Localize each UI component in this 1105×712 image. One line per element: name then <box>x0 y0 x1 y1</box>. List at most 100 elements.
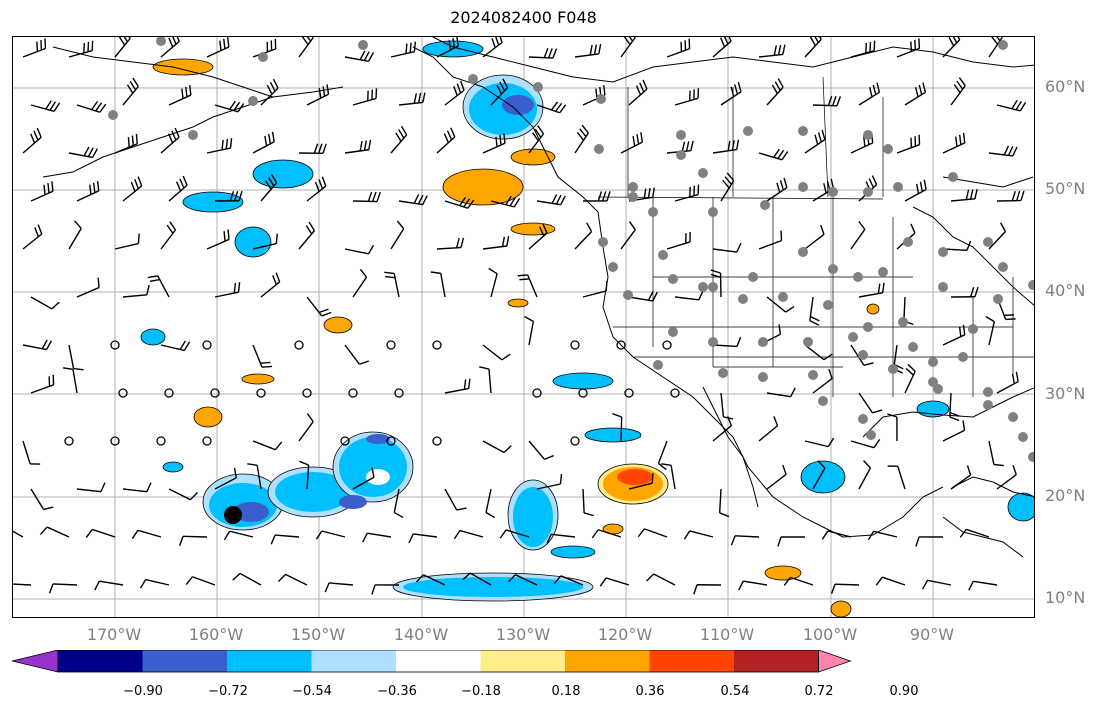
wind-barb-flag <box>555 194 562 205</box>
wind-barb-flag <box>149 278 160 283</box>
wind-barb-flag <box>501 353 511 361</box>
wind-barb-flag <box>658 462 667 471</box>
wind-barb <box>560 575 584 586</box>
wind-barb-flag <box>363 51 370 61</box>
station-marker <box>818 396 828 406</box>
colorbar-tick-label: −0.72 <box>208 684 248 699</box>
wind-barb-flag <box>991 37 999 45</box>
wind-barb-flag <box>1020 190 1025 201</box>
wind-barb <box>13 583 32 586</box>
wind-barb-flag <box>534 128 542 138</box>
wind-barb <box>488 369 492 394</box>
wind-barb-flag <box>958 134 962 145</box>
wind-barb-flag <box>318 179 324 190</box>
wind-barb-flag <box>1016 190 1021 201</box>
colorbar-tick-label: −0.90 <box>123 684 163 699</box>
wind-barb-flag <box>417 194 424 205</box>
station-marker <box>653 360 663 370</box>
wind-barb-flag <box>137 233 140 244</box>
wind-barb <box>827 530 852 538</box>
wind-barb-flag <box>97 277 100 288</box>
wind-barb-flag <box>395 132 402 142</box>
wind-barb <box>168 488 191 501</box>
wind-barb-flag <box>39 526 48 535</box>
wind-barb-flag <box>636 134 640 145</box>
wind-barb <box>422 574 446 586</box>
wind-barb-flag <box>455 237 460 248</box>
wind-barb-flag <box>867 530 875 541</box>
wind-barb-flag <box>560 195 566 206</box>
colorbar-outline <box>57 650 819 673</box>
coastline <box>942 176 1034 188</box>
wind-barb <box>766 392 791 398</box>
anomaly-region <box>193 406 223 428</box>
wind-barb-flag <box>809 37 817 47</box>
wind-barb <box>76 286 100 298</box>
wind-barb-flag <box>267 133 272 144</box>
wind-barb-flag <box>605 280 608 292</box>
wind-barb-flag <box>234 191 239 202</box>
wind-barb-flag <box>505 195 512 206</box>
state-border <box>822 76 829 198</box>
wind-barb-flag <box>782 464 787 475</box>
calm-wind-marker <box>348 388 358 398</box>
wind-barb-flag <box>501 236 506 247</box>
station-marker <box>998 262 1008 272</box>
wind-barb <box>145 578 170 586</box>
colorbar-tick-label: 0.90 <box>889 684 919 699</box>
wind-barb-flag <box>100 482 106 493</box>
wind-barb-flag <box>821 129 826 140</box>
wind-barb-flag <box>89 184 92 195</box>
wind-barb-flag <box>817 460 826 469</box>
colorbar-tick-label: 0.54 <box>720 684 750 699</box>
wind-barb-flag <box>176 37 180 42</box>
wind-barb-flag <box>647 291 654 301</box>
wind-barb-flag <box>229 100 236 110</box>
calm-wind-marker <box>432 340 442 350</box>
wind-barb-flag <box>225 138 229 150</box>
wind-barb-flag <box>532 132 539 142</box>
wind-barb-flag <box>262 365 273 368</box>
wind-barb-flag <box>881 282 885 293</box>
wind-barb-flag <box>1011 373 1016 384</box>
wind-barb-flag <box>270 173 278 184</box>
wind-barb-flag <box>923 179 927 190</box>
anomaly-region <box>800 460 846 494</box>
wind-barb-flag <box>993 463 1004 467</box>
wind-barb-flag <box>371 584 376 595</box>
wind-barb-flag <box>810 315 820 322</box>
anomaly-region <box>323 316 353 334</box>
wind-barb-flag <box>722 179 730 189</box>
wind-barb-flag <box>171 130 177 141</box>
wind-barb <box>482 440 505 454</box>
wind-barb-flag <box>591 529 599 539</box>
wind-barb-flag <box>777 78 784 88</box>
wind-barb-flag <box>176 181 182 192</box>
wind-barb-flag <box>652 187 656 198</box>
wind-barb-flag <box>189 492 198 501</box>
anomaly-region <box>152 58 214 76</box>
wind-barb-flag <box>376 191 381 202</box>
wind-barb-flag <box>45 100 52 110</box>
station-marker <box>676 150 686 160</box>
station-marker <box>698 282 708 292</box>
wind-barb-flag <box>479 366 490 370</box>
wind-barb-flag <box>301 37 309 46</box>
wind-barb-flag <box>36 127 42 138</box>
wind-barb-flag <box>969 189 974 200</box>
wind-barb-flag <box>724 37 729 45</box>
wind-barb-flag <box>43 506 54 511</box>
wind-barb-flag <box>463 379 467 390</box>
anomaly-region <box>339 437 407 497</box>
station-marker <box>596 94 606 104</box>
station-marker <box>908 342 918 352</box>
colorbar <box>12 650 852 673</box>
wind-barb-flag <box>863 136 866 147</box>
wind-barb-flag <box>308 221 316 231</box>
wind-barb-flag <box>462 572 471 581</box>
wind-barb-flag <box>589 45 593 56</box>
wind-barb <box>122 488 147 493</box>
colorbar-extend-low <box>12 650 59 673</box>
wind-barb-flag <box>872 84 877 95</box>
wind-barb-flag <box>539 226 545 237</box>
